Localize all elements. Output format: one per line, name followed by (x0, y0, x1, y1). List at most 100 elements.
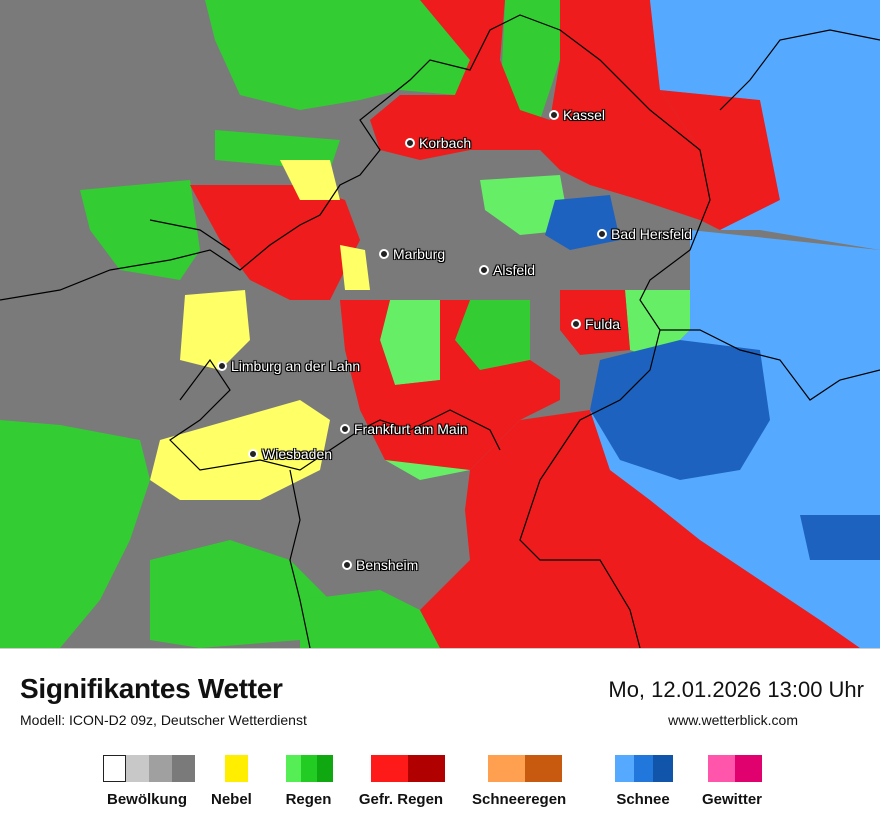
legend-swatches (708, 755, 762, 782)
city-label: Frankfurt am Main (354, 421, 468, 437)
weather-map: Kassel Korbach Bad Hersfeld Marburg Alsf… (0, 0, 880, 648)
rain-areas (0, 0, 560, 648)
rain-area-southwest (150, 540, 330, 648)
city-dot (597, 229, 607, 239)
legend-swatches (615, 755, 673, 782)
legend-swatch (126, 755, 149, 782)
legend-swatch (301, 755, 317, 782)
city-label: Fulda (585, 316, 621, 332)
legend-label: Gewitter (702, 791, 763, 808)
legend-label: Schneeregen (472, 791, 567, 808)
legend: Bewölkung Nebel Regen Gefr. Regen (0, 755, 880, 825)
legend-swatches (103, 755, 195, 782)
page-title: Signifikantes Wetter (20, 673, 283, 704)
legend-swatch (488, 755, 525, 782)
legend-item-nebel: Nebel (211, 755, 252, 808)
border-southwest (289, 469, 311, 648)
fog-area-limburg (180, 290, 250, 370)
website-link[interactable]: www.wetterblick.com (668, 712, 798, 728)
city-dot (342, 560, 352, 570)
light-rain-area-alsfeld-north (480, 175, 570, 235)
border-hessen (0, 14, 711, 648)
city-dot (379, 249, 389, 259)
rain-area-center-east (455, 300, 530, 370)
city-dot (248, 449, 258, 459)
legend-label: Schnee (616, 791, 670, 808)
freezing-rain-area-marburg-west (190, 185, 360, 300)
city-marker: Wiesbaden (248, 446, 332, 462)
heavy-snow-areas (545, 195, 880, 560)
city-marker: Fulda (571, 316, 620, 332)
legend-swatch (708, 755, 735, 782)
legend-label: Regen (285, 791, 332, 808)
city-marker: Bad Hersfeld (597, 226, 692, 242)
legend-swatch (653, 755, 673, 782)
city-marker: Limburg an der Lahn (217, 358, 360, 374)
legend-swatch (408, 755, 445, 782)
city-label: Bensheim (356, 557, 419, 573)
city-dot (479, 265, 489, 275)
city-label: Limburg an der Lahn (231, 358, 361, 374)
legend-swatches (225, 755, 252, 782)
forecast-datetime: Mo, 12.01.2026 13:00 Uhr (608, 677, 864, 702)
legend-swatch (103, 755, 126, 782)
legend-item-gewitter: Gewitter (702, 755, 762, 808)
legend-swatch (317, 755, 333, 782)
heavy-snow-area-fulda-south (590, 340, 770, 480)
rain-area-south (300, 590, 440, 648)
legend-swatch (615, 755, 634, 782)
weather-map-canvas (0, 0, 880, 648)
border-west-rhine (169, 358, 501, 471)
freezing-rain-area-north (370, 0, 700, 220)
freezing-rain-areas (190, 0, 860, 648)
city-label: Alsfeld (493, 262, 536, 278)
city-dot (217, 361, 227, 371)
city-label: Kassel (563, 107, 606, 123)
legend-swatch (525, 755, 562, 782)
state-borders (0, 14, 880, 648)
legend-swatch (225, 755, 248, 782)
legend-item-regen: Regen (286, 755, 333, 808)
legend-swatch (634, 755, 653, 782)
fog-areas (150, 160, 370, 500)
city-label: Wiesbaden (262, 446, 333, 462)
model-source: Modell: ICON-D2 09z, Deutscher Wetterdie… (20, 712, 307, 728)
city-marker: Marburg (379, 246, 445, 262)
freezing-rain-area-northeast-strip (660, 90, 780, 230)
city-marker: Bensheim (342, 557, 418, 573)
border-northwest (149, 219, 231, 251)
rain-area-west (0, 420, 150, 648)
freezing-rain-area-southeast (420, 410, 860, 648)
legend-swatch (735, 755, 762, 782)
snow-area-northeast (650, 0, 880, 250)
legend-label: Bewölkung (106, 791, 187, 808)
city-label: Marburg (393, 246, 446, 262)
legend-item-gefr-regen: Gefr. Regen (359, 755, 445, 808)
city-dot (340, 424, 350, 434)
border-southeast (660, 329, 880, 401)
fog-area-north (280, 160, 340, 200)
city-dot (571, 319, 581, 329)
city-dot (549, 110, 559, 120)
legend-item-schnee: Schnee (615, 755, 673, 808)
legend-swatches (488, 755, 566, 782)
border-east (719, 29, 880, 111)
rain-area-north (205, 0, 470, 110)
legend-label: Nebel (211, 791, 252, 808)
city-marker: Korbach (405, 135, 471, 151)
legend-swatch (149, 755, 172, 782)
legend-swatch (371, 755, 408, 782)
fog-area-marburg (340, 245, 370, 290)
rain-area-northwest (80, 180, 200, 280)
legend-label: Gefr. Regen (358, 791, 444, 808)
freezing-rain-area-fulda (560, 290, 630, 355)
legend-swatch (286, 755, 301, 782)
legend-item-bewoelkung: Bewölkung (103, 755, 195, 808)
city-marker: Alsfeld (479, 262, 535, 278)
legend-swatch (172, 755, 195, 782)
fog-area-wiesbaden (150, 400, 330, 500)
legend-swatches (371, 755, 445, 782)
city-label: Korbach (419, 135, 472, 151)
city-label: Bad Hersfeld (611, 226, 692, 242)
legend-item-schneeregen: Schneeregen (472, 755, 566, 808)
